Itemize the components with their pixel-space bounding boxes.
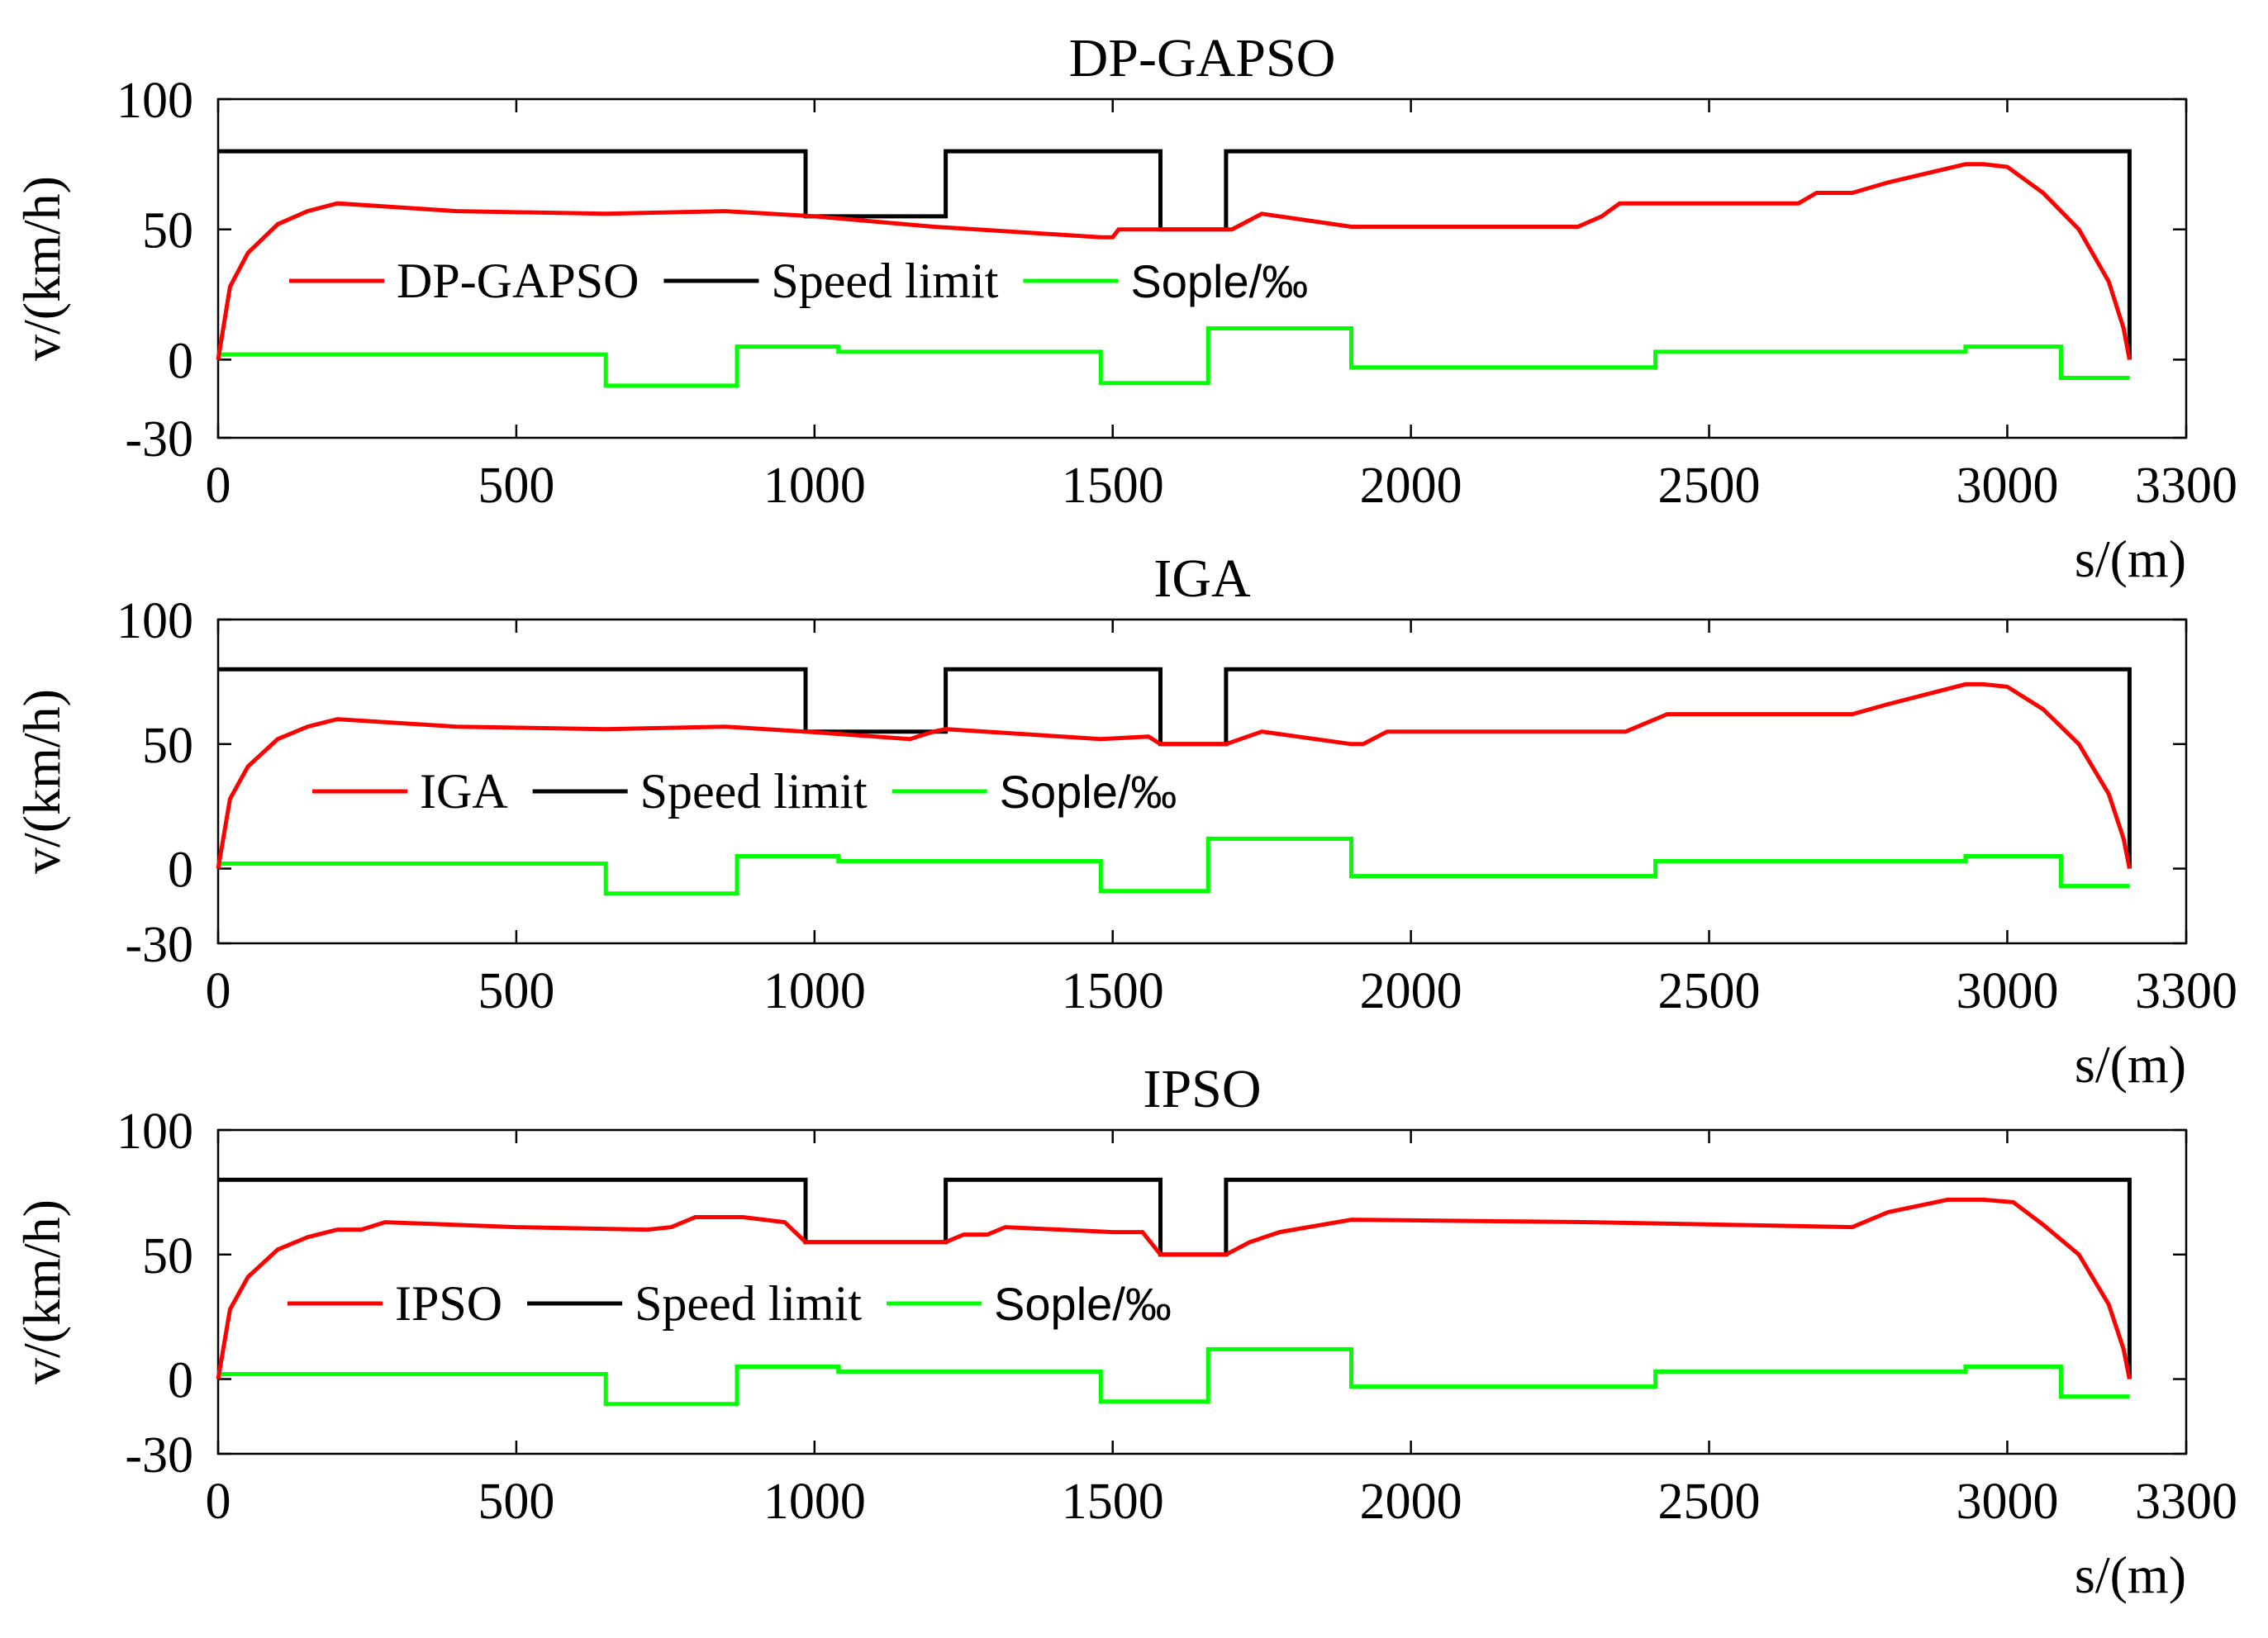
y-tick-label: 0 bbox=[168, 1353, 193, 1409]
x-tick-label: 3300 bbox=[2135, 1474, 2237, 1530]
x-tick-label: 1500 bbox=[1062, 963, 1164, 1019]
y-axis-label: v/(km/h) bbox=[12, 176, 71, 361]
series-line-speed bbox=[216, 1197, 2132, 1379]
series-line-speed bbox=[216, 681, 2132, 869]
y-axis-label: v/(km/h) bbox=[12, 689, 71, 874]
x-tick-label: 2500 bbox=[1658, 963, 1761, 1019]
y-tick-label: -30 bbox=[125, 1427, 193, 1484]
y-tick-label: 100 bbox=[116, 593, 193, 649]
plot-frame bbox=[216, 618, 2188, 945]
y-tick-label: 0 bbox=[168, 333, 193, 389]
legend-label: Speed limit bbox=[640, 764, 868, 819]
x-tick-label: 3000 bbox=[1956, 963, 2058, 1019]
series-line-slope bbox=[218, 836, 2130, 896]
x-tick-label: 500 bbox=[478, 458, 554, 514]
series-line-speed bbox=[216, 162, 2132, 360]
x-tick-label: 0 bbox=[206, 1474, 231, 1530]
y-tick-label: 50 bbox=[142, 203, 193, 259]
legend-label: Sople/‰ bbox=[1130, 255, 1308, 307]
x-tick-label: 3000 bbox=[1956, 458, 2058, 514]
x-tick-label: 0 bbox=[206, 963, 231, 1019]
y-tick-label: 100 bbox=[116, 73, 193, 129]
x-tick-label: 1500 bbox=[1062, 458, 1164, 514]
y-tick-label: -30 bbox=[125, 917, 193, 973]
x-tick-label: 1000 bbox=[763, 1474, 866, 1530]
legend-label: Sople/‰ bbox=[994, 1278, 1172, 1330]
x-tick-label: 2000 bbox=[1360, 458, 1462, 514]
x-tick-label: 3300 bbox=[2135, 458, 2237, 514]
x-axis-label: s/(m) bbox=[2075, 1035, 2186, 1094]
legend-label: IGA bbox=[420, 764, 508, 819]
series-line-speed-limit bbox=[218, 667, 2132, 869]
y-tick-label: 0 bbox=[168, 843, 193, 899]
x-tick-label: 3300 bbox=[2135, 963, 2237, 1019]
panel-title: DP-GAPSO bbox=[1069, 28, 1336, 88]
plot-frame bbox=[216, 97, 2188, 439]
x-tick-label: 0 bbox=[206, 458, 231, 514]
series-line-slope bbox=[218, 1346, 2130, 1407]
legend-label: DP-GAPSO bbox=[397, 254, 639, 308]
legend-label: Speed limit bbox=[635, 1276, 862, 1331]
plot-frame bbox=[216, 1128, 2188, 1455]
legend-label: Speed limit bbox=[771, 254, 998, 308]
series-line-speed-limit bbox=[218, 1177, 2132, 1379]
panel-title: IPSO bbox=[1143, 1059, 1261, 1119]
series-line-slope bbox=[218, 326, 2130, 388]
x-tick-label: 1500 bbox=[1062, 1474, 1164, 1530]
x-tick-label: 2000 bbox=[1360, 963, 1462, 1019]
y-tick-label: -30 bbox=[125, 411, 193, 468]
y-tick-label: 50 bbox=[142, 718, 193, 774]
legend-label: Sople/‰ bbox=[1000, 766, 1177, 818]
x-tick-label: 2500 bbox=[1658, 1474, 1761, 1530]
y-axis-label: v/(km/h) bbox=[12, 1199, 71, 1384]
x-tick-label: 3000 bbox=[1956, 1474, 2058, 1530]
x-tick-label: 2000 bbox=[1360, 1474, 1462, 1530]
x-axis-label: s/(m) bbox=[2075, 1545, 2186, 1604]
x-tick-label: 1000 bbox=[763, 458, 866, 514]
x-tick-label: 1000 bbox=[763, 963, 866, 1019]
y-tick-label: 100 bbox=[116, 1104, 193, 1160]
x-tick-label: 500 bbox=[478, 1474, 554, 1530]
series-line-speed-limit bbox=[218, 149, 2132, 360]
x-tick-label: 2500 bbox=[1658, 458, 1761, 514]
y-tick-label: 50 bbox=[142, 1228, 193, 1284]
x-tick-label: 500 bbox=[478, 963, 554, 1019]
x-axis-label: s/(m) bbox=[2075, 529, 2186, 588]
panel-title: IGA bbox=[1153, 548, 1251, 609]
legend-label: IPSO bbox=[395, 1276, 502, 1331]
